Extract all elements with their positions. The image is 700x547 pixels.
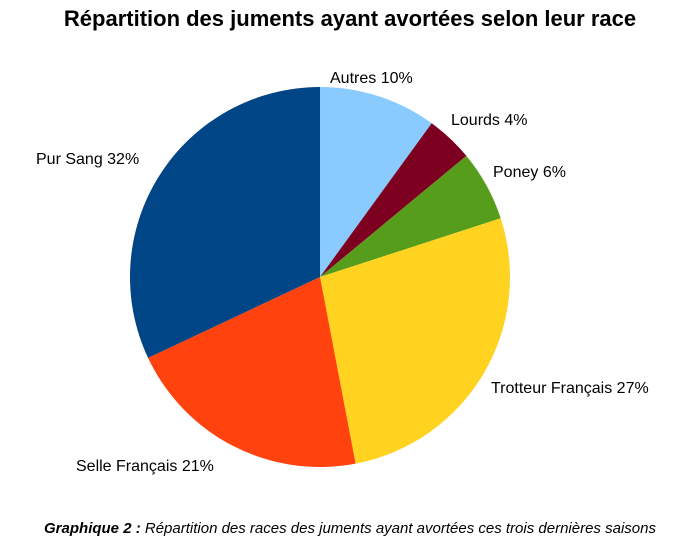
figure-caption: Graphique 2 : Répartition des races des … [0, 519, 700, 539]
slice-label-poney: Poney 6% [493, 164, 566, 181]
slice-label-lourds: Lourds 4% [451, 112, 528, 129]
pie-slice-autres [320, 87, 432, 277]
chart-title: Répartition des juments ayant avortées s… [63, 6, 637, 31]
slice-label-trotteur-francais: Trotteur Français 27% [491, 380, 649, 397]
slice-label-pur-sang: Pur Sang 32% [36, 151, 139, 168]
pie-labels: Autres 10% Lourds 4% Poney 6% Trotteur F… [36, 70, 649, 475]
slice-label-autres: Autres 10% [330, 70, 413, 87]
pie-slice-trotteur-francais [320, 218, 510, 464]
pie-slice-pur-sang [129, 86, 320, 358]
caption-text: Répartition des races des juments ayant … [144, 520, 656, 537]
pie-slice-selle-francais [148, 277, 356, 467]
pie-slice-poney [320, 155, 501, 277]
slice-label-selle-francais: Selle Français 21% [76, 458, 214, 475]
pie-slices [129, 86, 510, 467]
caption-prefix: Graphique 2 : [44, 520, 141, 537]
pie-slice-lourds [320, 123, 467, 277]
